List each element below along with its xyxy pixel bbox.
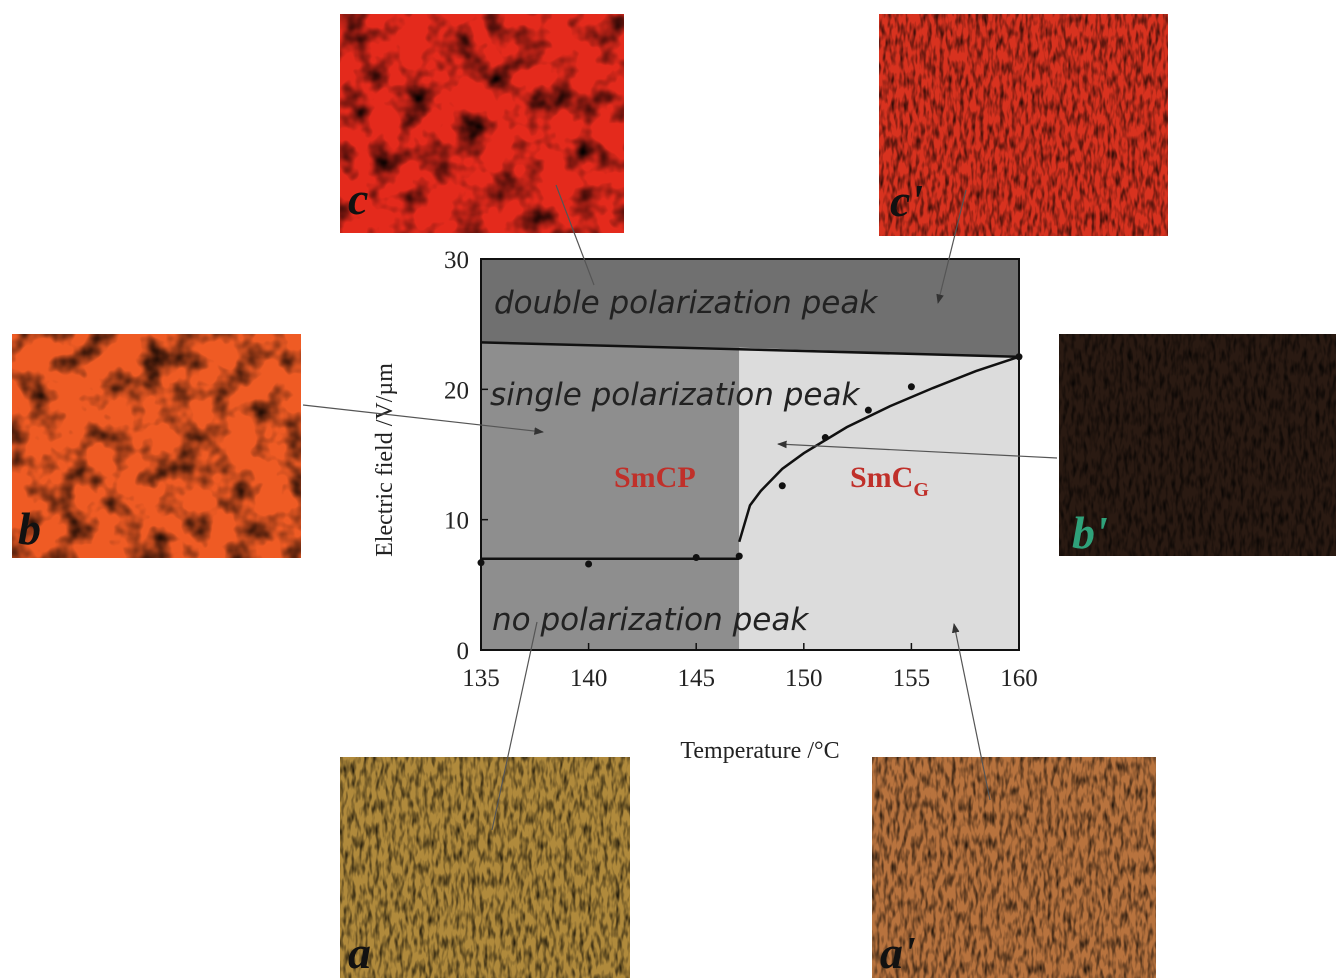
data-point xyxy=(585,560,592,567)
x-tick-label: 160 xyxy=(1000,665,1038,692)
panel-label: b xyxy=(18,503,41,554)
data-point xyxy=(822,434,829,441)
x-tick-label: 135 xyxy=(462,665,500,692)
x-tick-label: 150 xyxy=(785,665,823,692)
micrograph-b xyxy=(12,334,301,558)
y-tick-label: 30 xyxy=(444,247,469,274)
page: c c' b b' a a' 135 140 145 150 155 160 0 10 20 30… xyxy=(0,0,1336,978)
x-tick-label: 140 xyxy=(570,665,608,692)
panel-label: c' xyxy=(890,175,923,226)
phase-subscript: G xyxy=(913,479,929,501)
micrograph-c xyxy=(340,14,624,233)
panel-label: c xyxy=(348,173,368,224)
y-tick-label: 10 xyxy=(444,508,469,535)
phase-label: SmCP xyxy=(614,461,696,494)
figure: c c' b b' a a' 135 140 145 150 155 160 0 10 20 30… xyxy=(0,0,1336,978)
data-point xyxy=(908,383,915,390)
panel-label: a' xyxy=(880,927,916,978)
phase-name: SmC xyxy=(850,461,913,494)
data-point xyxy=(865,407,872,414)
y-axis-label: Electric field /V/µm xyxy=(372,363,398,557)
region-label: double polarization peak xyxy=(494,285,878,321)
x-tick-label: 155 xyxy=(893,665,931,692)
data-point xyxy=(779,482,786,489)
data-point xyxy=(693,554,700,561)
panel-label: a xyxy=(348,927,371,978)
x-axis-label: Temperature /°C xyxy=(680,738,839,764)
micrograph-a xyxy=(340,757,630,978)
x-tick-label: 145 xyxy=(677,665,715,692)
data-point xyxy=(736,553,743,560)
region-label: no polarization peak xyxy=(492,602,809,638)
region-label: single polarization peak xyxy=(490,377,860,413)
y-tick-label: 0 xyxy=(457,638,470,665)
y-tick-label: 20 xyxy=(444,377,469,404)
panel-label: b' xyxy=(1072,507,1108,558)
